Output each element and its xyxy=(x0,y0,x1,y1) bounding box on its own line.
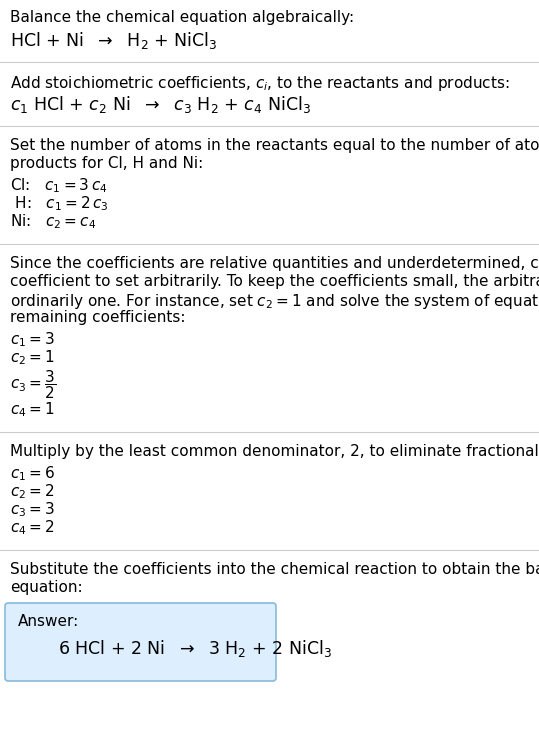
Text: $c_2 = 1$: $c_2 = 1$ xyxy=(10,348,54,367)
FancyBboxPatch shape xyxy=(5,603,276,681)
Text: coefficient to set arbitrarily. To keep the coefficients small, the arbitrary va: coefficient to set arbitrarily. To keep … xyxy=(10,274,539,289)
Text: ordinarily one. For instance, set $c_2 = 1$ and solve the system of equations fo: ordinarily one. For instance, set $c_2 =… xyxy=(10,292,539,311)
Text: Multiply by the least common denominator, 2, to eliminate fractional coefficient: Multiply by the least common denominator… xyxy=(10,444,539,459)
Text: 6 HCl + 2 Ni  $\rightarrow$  3 H$_2$ + 2 NiCl$_3$: 6 HCl + 2 Ni $\rightarrow$ 3 H$_2$ + 2 N… xyxy=(58,638,332,659)
Text: Substitute the coefficients into the chemical reaction to obtain the balanced: Substitute the coefficients into the che… xyxy=(10,562,539,577)
Text: Ni:   $c_2 = c_4$: Ni: $c_2 = c_4$ xyxy=(10,212,96,231)
Text: $c_3 = \dfrac{3}{2}$: $c_3 = \dfrac{3}{2}$ xyxy=(10,368,56,401)
Text: HCl + Ni  $\rightarrow$  H$_2$ + NiCl$_3$: HCl + Ni $\rightarrow$ H$_2$ + NiCl$_3$ xyxy=(10,30,218,51)
Text: Since the coefficients are relative quantities and underdetermined, choose a: Since the coefficients are relative quan… xyxy=(10,256,539,271)
Text: $c_1$ HCl + $c_2$ Ni  $\rightarrow$  $c_3$ H$_2$ + $c_4$ NiCl$_3$: $c_1$ HCl + $c_2$ Ni $\rightarrow$ $c_3$… xyxy=(10,94,311,115)
Text: $c_1 = 3$: $c_1 = 3$ xyxy=(10,330,55,349)
Text: Answer:: Answer: xyxy=(18,614,79,629)
Text: $c_2 = 2$: $c_2 = 2$ xyxy=(10,482,54,501)
Text: remaining coefficients:: remaining coefficients: xyxy=(10,310,185,325)
Text: $c_4 = 1$: $c_4 = 1$ xyxy=(10,400,54,419)
Text: Add stoichiometric coefficients, $c_i$, to the reactants and products:: Add stoichiometric coefficients, $c_i$, … xyxy=(10,74,509,93)
Text: H:   $c_1 = 2\,c_3$: H: $c_1 = 2\,c_3$ xyxy=(10,194,109,213)
Text: Balance the chemical equation algebraically:: Balance the chemical equation algebraica… xyxy=(10,10,354,25)
Text: Cl:   $c_1 = 3\,c_4$: Cl: $c_1 = 3\,c_4$ xyxy=(10,176,108,195)
Text: $c_3 = 3$: $c_3 = 3$ xyxy=(10,500,55,519)
Text: Set the number of atoms in the reactants equal to the number of atoms in the: Set the number of atoms in the reactants… xyxy=(10,138,539,153)
Text: $c_1 = 6$: $c_1 = 6$ xyxy=(10,464,55,483)
Text: products for Cl, H and Ni:: products for Cl, H and Ni: xyxy=(10,156,203,171)
Text: equation:: equation: xyxy=(10,580,82,595)
Text: $c_4 = 2$: $c_4 = 2$ xyxy=(10,518,54,537)
